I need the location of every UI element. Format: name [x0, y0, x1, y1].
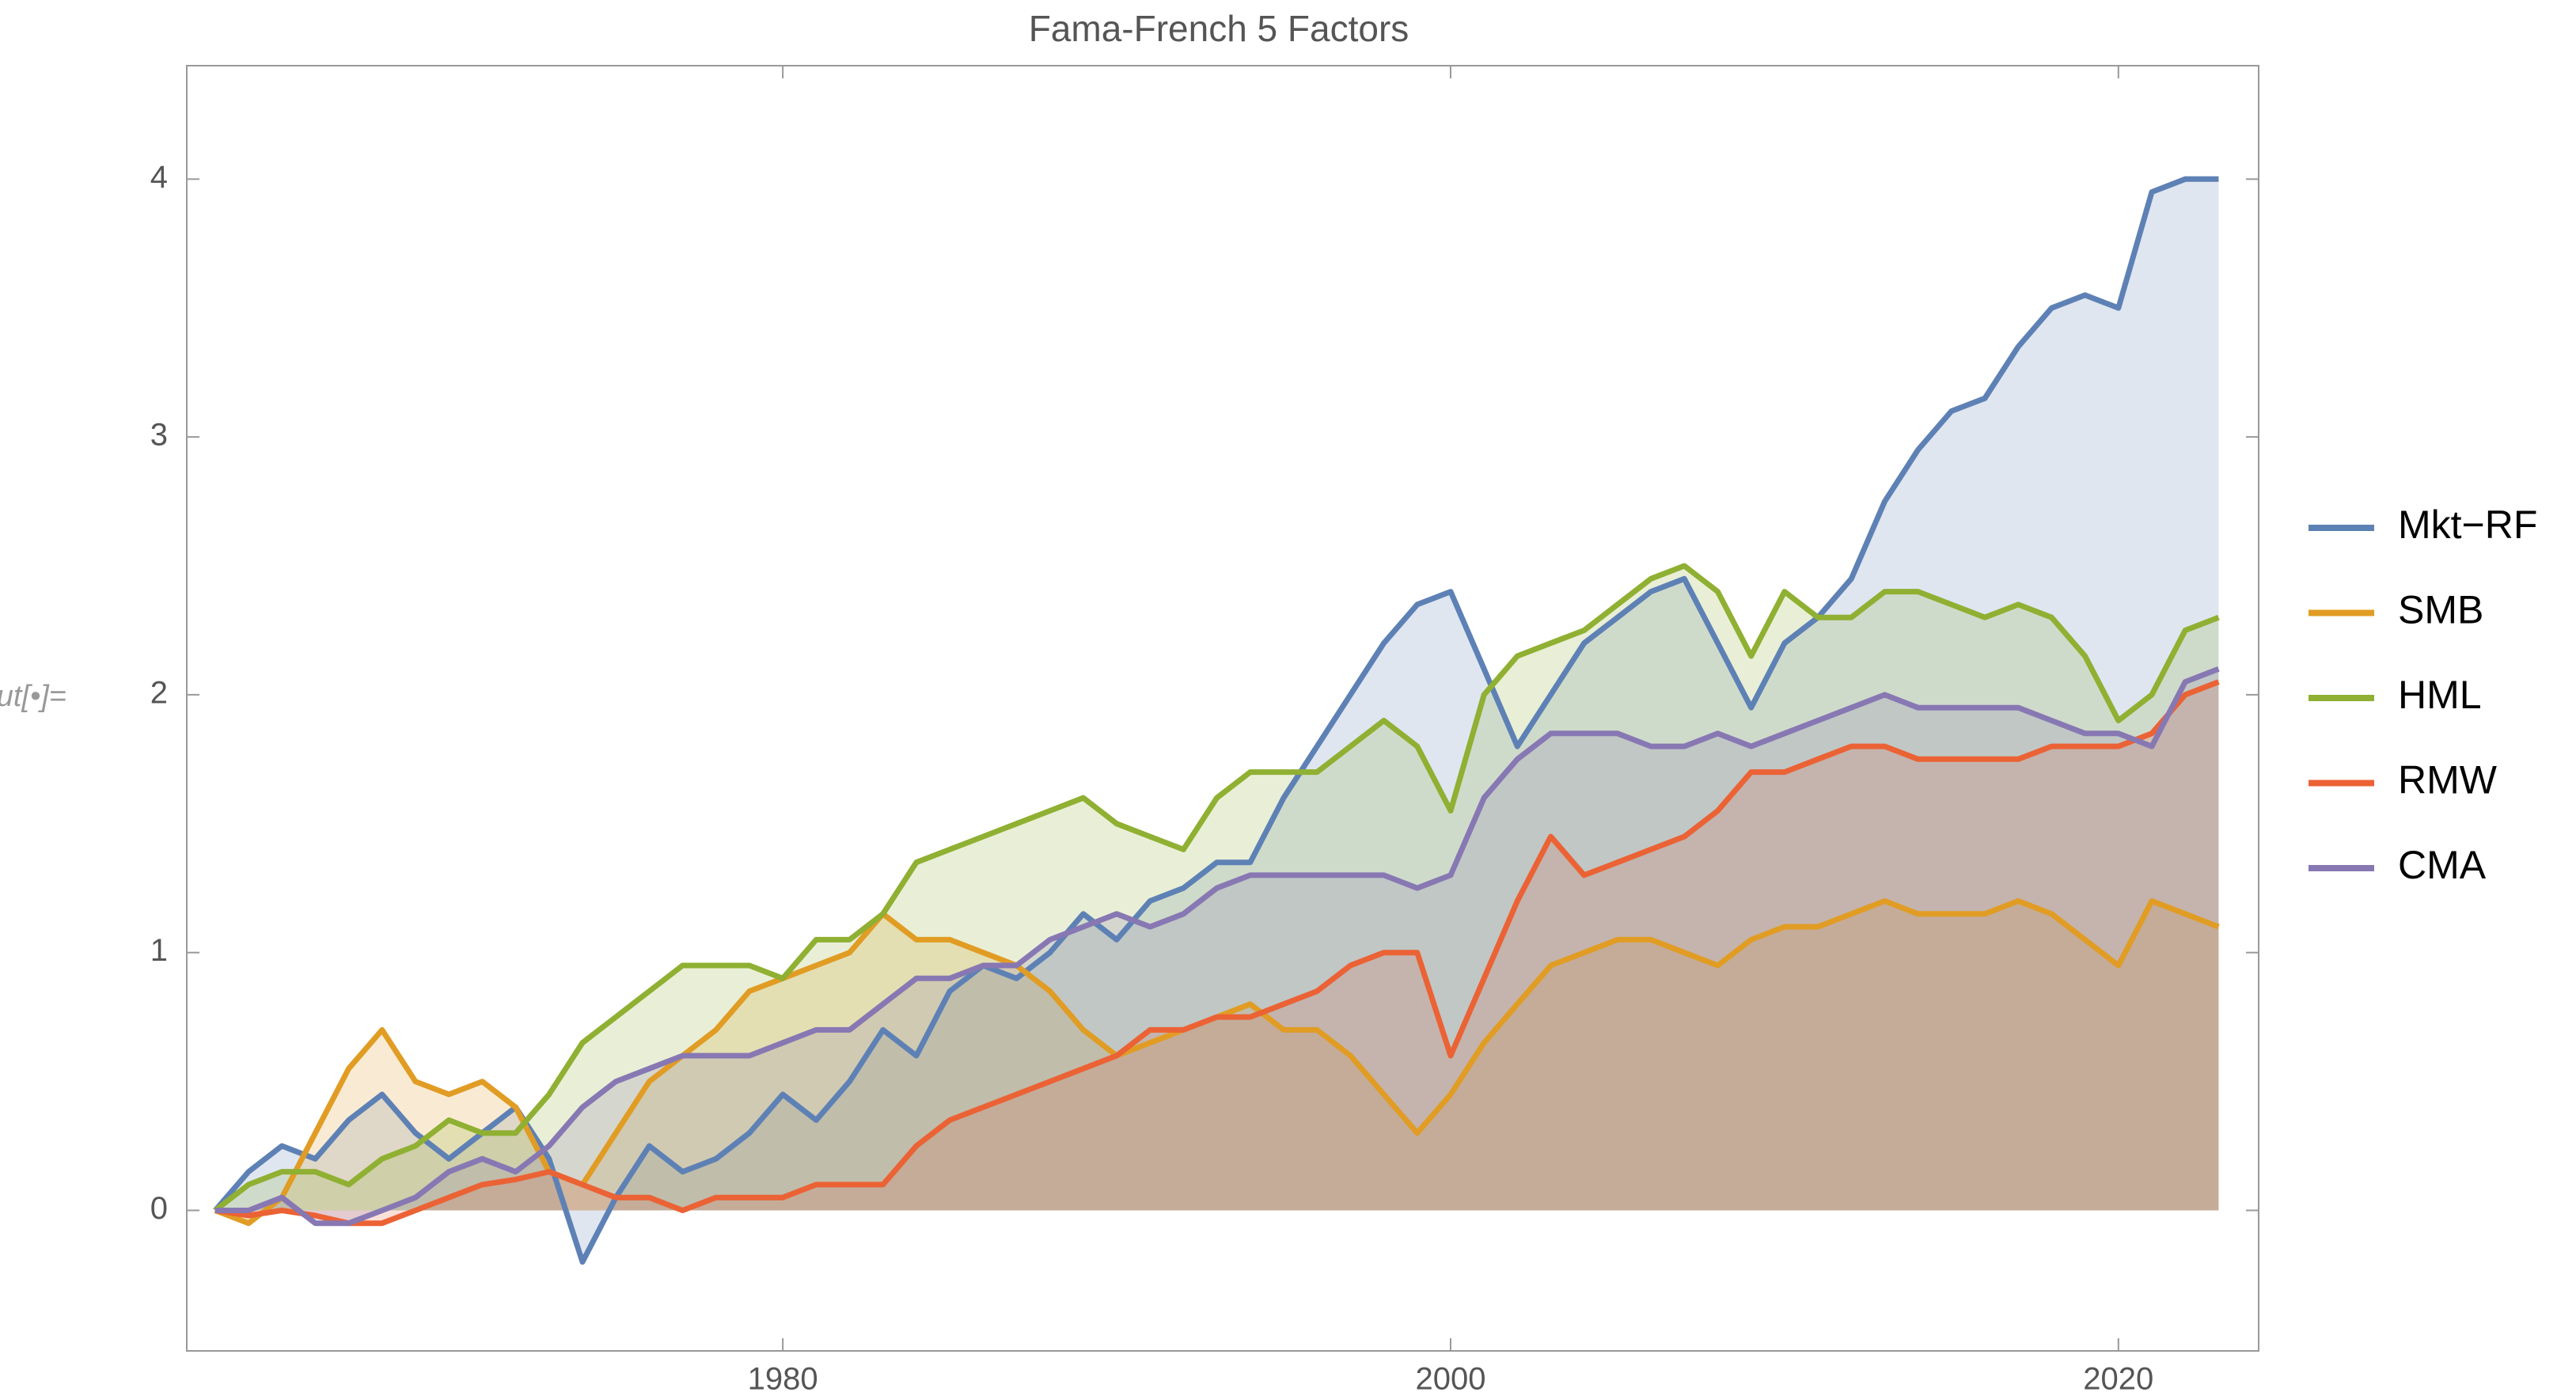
line [213, 176, 2219, 1265]
y-tick-label: 1 [150, 933, 168, 968]
line [214, 666, 2220, 1227]
plot-frame [186, 65, 2259, 1352]
x-tick-label: 1980 [748, 1362, 818, 1396]
x-tick-label: 2020 [2083, 1362, 2153, 1396]
cell-label: Out[•]= [0, 680, 66, 713]
legend-label: CMA [2398, 843, 2487, 887]
legend-label: Mkt−RF [2398, 503, 2537, 547]
y-tick-label: 3 [150, 418, 168, 453]
y-tick-label: 2 [150, 675, 168, 710]
line [213, 563, 2220, 1213]
area [214, 901, 2219, 1223]
area [214, 681, 2219, 1223]
legend-label: HML [2398, 673, 2482, 717]
y-tick-label: 4 [150, 160, 168, 195]
legend-label: RMW [2398, 758, 2498, 802]
chart-title: Fama-French 5 Factors [1029, 8, 1409, 49]
y-tick-label: 0 [150, 1191, 168, 1226]
x-tick-label: 2000 [1415, 1362, 1485, 1396]
area [214, 179, 2219, 1262]
line [214, 679, 2220, 1227]
legend-label: SMB [2398, 588, 2483, 632]
